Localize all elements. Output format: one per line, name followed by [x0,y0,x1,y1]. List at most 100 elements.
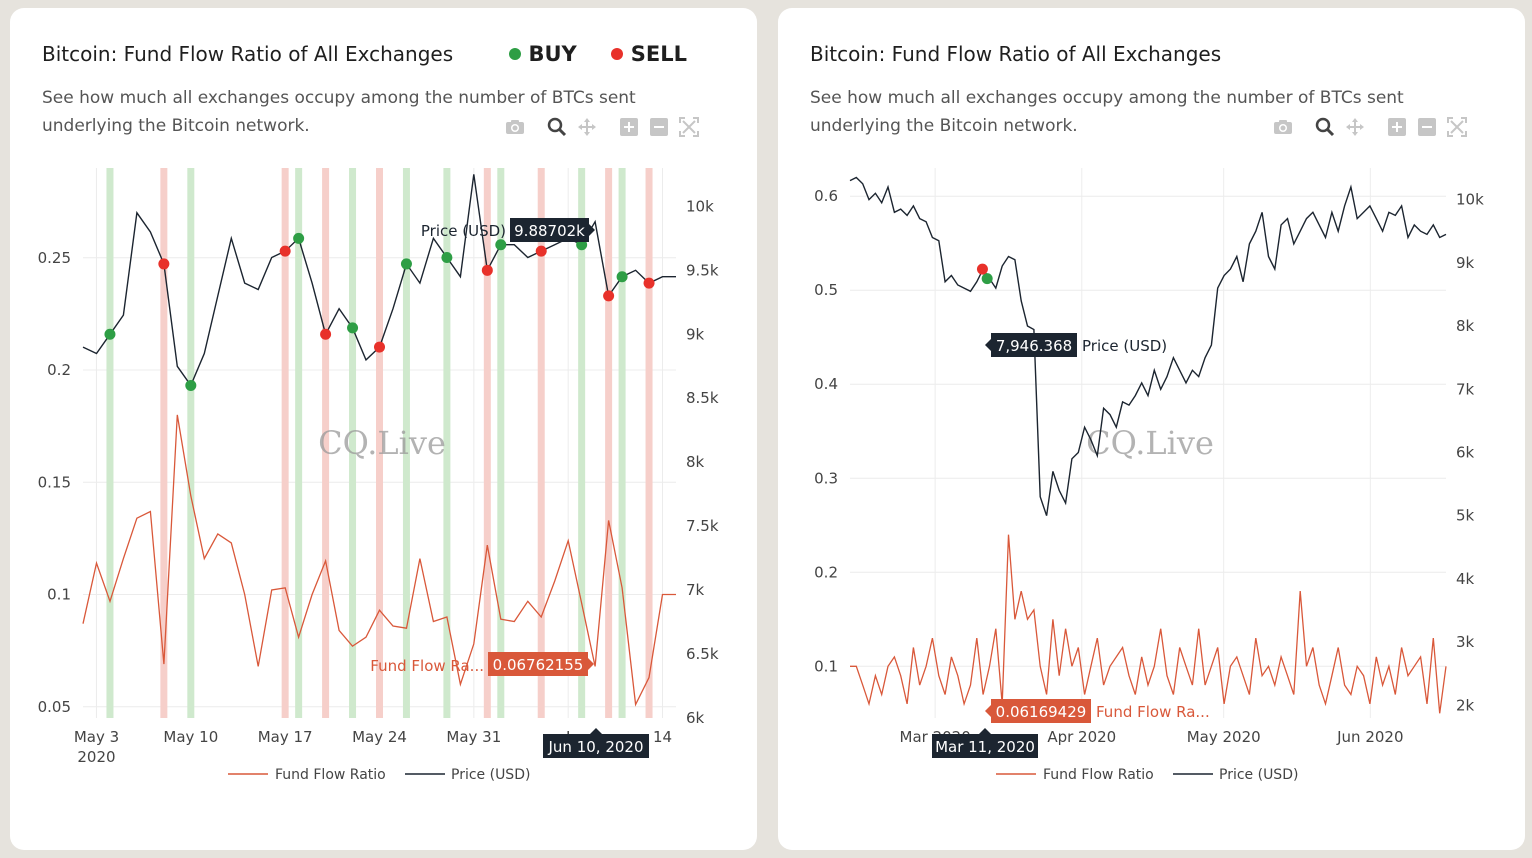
sell-marker[interactable] [158,258,170,270]
y-right-tick-label: 9.5k [686,261,719,279]
hover-date: Jun 10, 2020 [547,738,643,756]
hover-price-label: Price (USD) [1082,337,1167,355]
buy-band [402,168,410,718]
hover-ffr-label: Fund Flow Ra... [370,657,484,675]
buy-marker[interactable] [495,239,507,251]
y-left-tick-label: 0.05 [38,698,71,716]
pan-icon[interactable] [576,116,598,138]
y-left-tick-label: 0.5 [814,281,838,299]
hover-ffr-box [991,699,1091,723]
y-right-tick-label: 7k [686,581,705,599]
hover-ffr-box [488,652,588,676]
sell-band [605,168,613,718]
hover-date-box [543,734,649,758]
chart-right-svg[interactable]: CQ.Live 0.1 0.2 0.3 0.4 0.5 0.6 2k 3k 4k 5k 6k 7k 8k… [778,8,1525,850]
y-right-tick-label: 3k [1456,633,1475,651]
x-tick-label: May 2020 [1187,728,1261,746]
x-tick-label: Jun 2020 [1336,728,1403,746]
y-right-tick-label: 8k [686,453,705,471]
signal-legend: BUY SELL [489,42,687,66]
series-fund-flow-ratio[interactable] [82,414,676,707]
y-right-tick-label: 4k [1456,570,1475,588]
sell-marker[interactable] [374,341,385,353]
watermark: CQ.Live [318,424,446,462]
buy-band [578,168,586,718]
buy-marker[interactable] [441,252,453,264]
hover-ffr-value: 0.06762155 [493,656,584,674]
zoom-in-icon[interactable] [1386,116,1408,138]
sell-marker[interactable] [320,328,332,340]
legend-sell[interactable]: SELL [610,42,687,66]
hover-price-value: 9.88702k [514,222,585,240]
hover-ffr-value: 0.06169429 [996,703,1087,721]
camera-icon[interactable] [1272,116,1294,138]
hover-price-box [991,333,1077,357]
zoom-icon[interactable] [546,116,568,138]
buy-band [443,168,451,718]
legend-ffr[interactable]: Fund Flow Ratio [275,767,386,783]
hover-ffr-label: Fund Flow Ra... [1096,703,1210,721]
legend-price[interactable]: Price (USD) [451,767,530,783]
hover-price-box [510,218,589,242]
x-year-label: 2020 [77,748,115,766]
y-left-tick-label: 0.15 [38,473,71,491]
y-left-tick-label: 0.2 [47,361,71,379]
x-tick-label: May 31 [446,728,501,746]
legend-price[interactable]: Price (USD) [1219,767,1298,783]
buy-marker[interactable] [981,273,993,285]
autoscale-icon[interactable] [1446,116,1468,138]
y-right-tick-label: 9k [686,325,705,343]
zoom-out-icon[interactable] [648,116,670,138]
zoom-icon[interactable] [1314,116,1336,138]
hover-price-label: Price (USD) [421,222,506,240]
zoom-in-icon[interactable] [618,116,640,138]
y-left-tick-label: 0.25 [38,249,71,267]
y-right-tick-label: 6.5k [686,645,719,663]
y-right-tick-label: 9k [1456,254,1475,272]
y-right-tick-label: 10k [1456,191,1484,209]
buy-band [618,168,626,718]
chart-modebar [1272,116,1468,138]
y-left-tick-label: 0.2 [814,563,838,581]
chart-subtitle: See how much all exchanges occupy among … [810,88,1404,136]
x-tick-label: May 17 [258,728,313,746]
y-right-tick-label: 6k [686,709,705,727]
x-tick-label: Apr 2020 [1047,728,1116,746]
sell-marker[interactable] [481,264,493,276]
buy-marker[interactable] [293,232,305,244]
watermark: CQ.Live [1086,424,1214,462]
zoom-out-icon[interactable] [1416,116,1438,138]
buy-marker[interactable] [185,379,197,391]
hover-price-value: 7,946.368 [996,337,1072,355]
buy-marker[interactable] [616,271,628,283]
buy-band [106,168,114,718]
series-price[interactable] [849,176,1447,516]
hover-date-box [932,734,1038,758]
camera-icon[interactable] [504,116,526,138]
legend-ffr[interactable]: Fund Flow Ratio [1043,767,1154,783]
y-right-tick-label: 5k [1456,507,1475,525]
buy-marker[interactable] [104,328,116,340]
sell-band [376,168,383,718]
chart-card-left: Bitcoin: Fund Flow Ratio of All Exchange… [10,8,757,850]
y-left-tick-label: 0.6 [814,187,838,205]
autoscale-icon[interactable] [678,116,700,138]
buy-dot-icon [508,48,521,60]
sell-marker[interactable] [603,290,615,302]
sell-marker[interactable] [279,245,291,257]
pan-icon[interactable] [1344,116,1366,138]
chart-modebar [504,116,700,138]
y-right-tick-label: 8k [1456,317,1475,335]
series-fund-flow-ratio[interactable] [850,534,1447,714]
sell-marker[interactable] [976,263,988,275]
buy-marker[interactable] [347,322,359,334]
sell-marker[interactable] [535,245,547,257]
sell-marker[interactable] [643,277,655,289]
chart-left-svg[interactable]: CQ.Live 0.05 0.1 0.15 0.2 0.25 6k 6.5k 7k 7.5k 8k… [10,8,757,850]
y-left-tick-label: 0.4 [814,375,838,393]
legend-buy-label: BUY [528,42,577,66]
legend-buy[interactable]: BUY [508,42,577,66]
buy-band [295,168,303,718]
buy-marker[interactable] [400,258,412,270]
legend-sell-label: SELL [630,42,687,66]
